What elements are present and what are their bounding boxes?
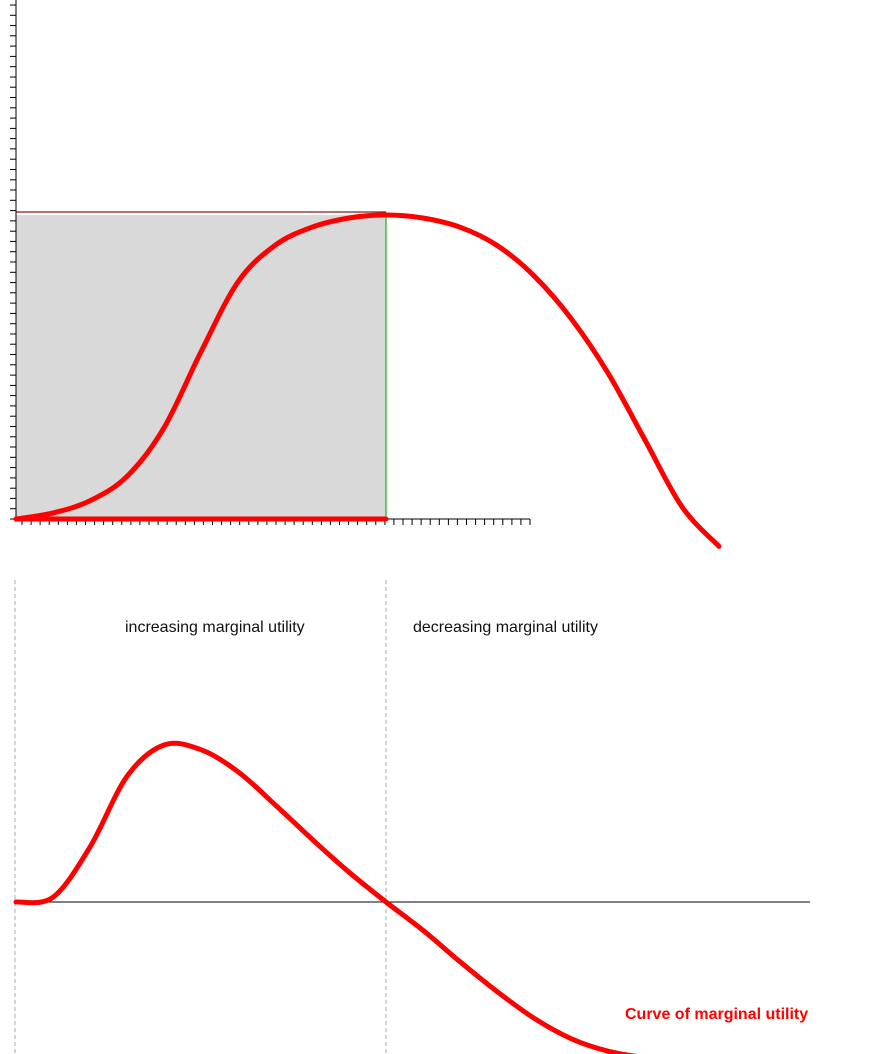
increasing-marginal-utility-label: increasing marginal utility bbox=[125, 619, 305, 636]
decreasing-marginal-utility-label: decreasing marginal utility bbox=[413, 619, 598, 636]
marginal-utility-chart bbox=[13, 740, 810, 1054]
total-utility-chart bbox=[10, 0, 722, 549]
shaded-region bbox=[16, 215, 386, 519]
marginal-utility-curve-label: Curve of marginal utility bbox=[625, 1006, 808, 1023]
y-axis-ticks bbox=[10, 4, 16, 520]
total-utility-curve bbox=[13, 212, 722, 549]
marginal-utility-curve bbox=[13, 740, 638, 1054]
